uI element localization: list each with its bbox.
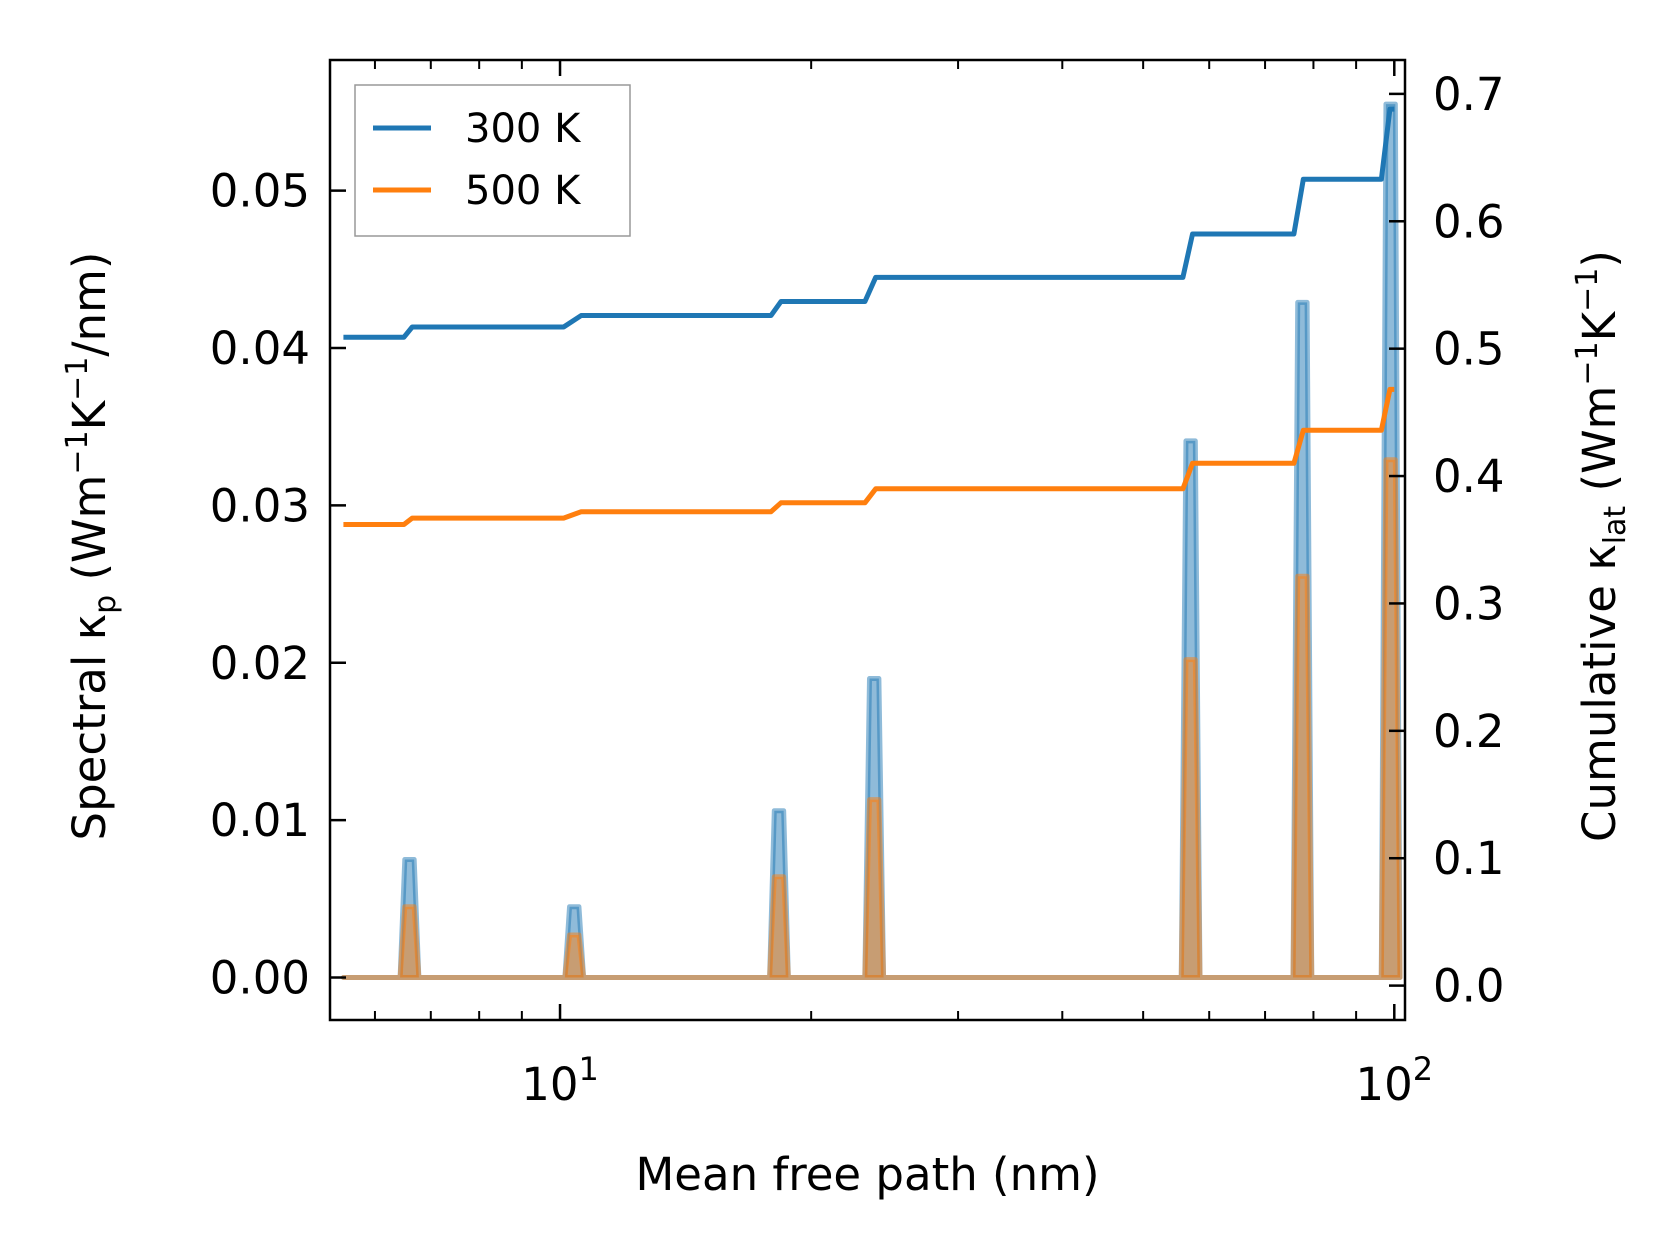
y-axis-label-sup1: −1 — [60, 430, 95, 474]
y2-tick-label-2: 0.2 — [1433, 705, 1505, 758]
y-tick-label-0: 0.00 — [210, 952, 310, 1005]
tick-label-layer: 0.00 0.01 0.02 0.03 0.04 0.05 0.0 0.1 0.2 0.3 0.4 0… — [210, 68, 1505, 1111]
y2-tick-label-0: 0.0 — [1433, 960, 1505, 1013]
cumulative-series-layer — [343, 106, 1395, 527]
tick-layer — [330, 60, 1405, 1020]
y2-axis-label-units-open: (Wm — [1573, 386, 1626, 506]
legend: 300 K 500 K — [354, 84, 631, 237]
y2-tick-label-4: 0.4 — [1433, 450, 1505, 503]
y2-tick-label-7: 0.7 — [1433, 68, 1505, 121]
y-axis-label-prefix: Spectral κ — [63, 614, 116, 841]
x-tick-label-base-0: 10 — [521, 1058, 578, 1111]
x-tick-label-base-1: 10 — [1355, 1058, 1412, 1111]
y2-axis-label-units-mid: K — [1573, 310, 1626, 341]
y-axis-label-units-close: /nm) — [63, 252, 116, 357]
spectral-series-layer — [340, 101, 1403, 981]
y2-axis-label-units-close: ) — [1573, 250, 1626, 268]
x-tick-label-1: 102 — [1355, 1050, 1433, 1111]
y2-tick-label-5: 0.5 — [1433, 323, 1505, 376]
y2-tick-label-3: 0.3 — [1433, 577, 1505, 630]
y2-axis-label: Cumulative κlat (Wm−1K−1) — [1570, 250, 1633, 842]
y-axis-label-units-open: (Wm — [63, 475, 116, 595]
y2-axis-label-sup2: −1 — [1570, 268, 1605, 312]
y2-axis-label-subscript: lat — [1598, 506, 1633, 545]
x-tick-label-exp-1: 2 — [1413, 1050, 1433, 1088]
y-tick-label-2: 0.02 — [210, 637, 310, 690]
spectral-area-500k — [340, 457, 1403, 981]
cumulative-line-300k — [343, 106, 1395, 340]
y-tick-label-5: 0.05 — [210, 165, 310, 218]
legend-label-300k: 300 K — [465, 106, 582, 152]
y2-tick-label-1: 0.1 — [1433, 832, 1505, 885]
y-axis-label-sup2: −1 — [60, 357, 95, 401]
y-axis-label-subscript: p — [88, 595, 123, 614]
x-axis-label: Mean free path (nm) — [635, 1148, 1099, 1201]
x-tick-label-0: 101 — [521, 1050, 599, 1111]
x-tick-label-exp-0: 1 — [578, 1050, 598, 1088]
y-axis-label: Spectral κp (Wm−1K−1/nm) — [60, 252, 123, 841]
y-tick-label-4: 0.04 — [210, 322, 310, 375]
cumulative-line-500k — [343, 386, 1395, 527]
plot-frame — [328, 58, 1407, 1022]
y-tick-label-1: 0.01 — [210, 794, 310, 847]
y2-axis-label-prefix: Cumulative κ — [1573, 544, 1626, 842]
y-tick-label-3: 0.03 — [210, 479, 310, 532]
y2-tick-label-6: 0.6 — [1433, 195, 1505, 248]
legend-box — [354, 84, 631, 237]
y-axis-label-units-mid: K — [63, 399, 116, 430]
legend-label-500k: 500 K — [465, 168, 582, 214]
y2-axis-label-sup1: −1 — [1570, 341, 1605, 385]
